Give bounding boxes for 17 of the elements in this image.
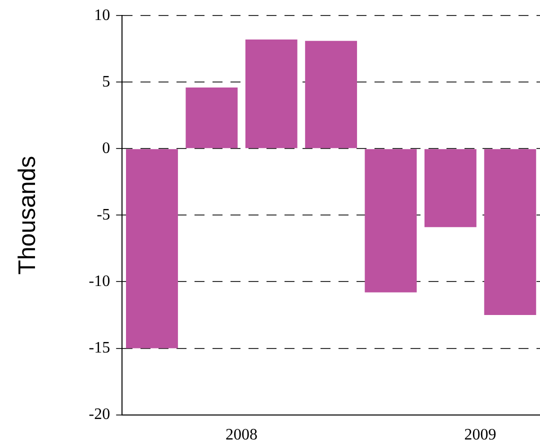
bar: [245, 40, 298, 148]
y-tick-label: -20: [88, 406, 110, 424]
bar: [186, 87, 238, 148]
y-tick-label: 0: [102, 140, 110, 157]
y-tick-label: -15: [88, 339, 110, 356]
bar: [305, 40, 358, 148]
y-tick-label: -10: [88, 272, 110, 290]
bar: [364, 149, 417, 292]
bar: [424, 149, 476, 228]
x-tick-label: 2008: [226, 426, 258, 444]
x-tick-label: 2009: [464, 426, 496, 444]
y-axis-title: Thousands: [14, 156, 42, 275]
bar: [484, 149, 536, 315]
bar: [126, 149, 178, 348]
y-tick-label: 5: [102, 73, 110, 90]
y-tick-label: 10: [94, 6, 110, 24]
y-tick-label: -5: [96, 206, 110, 224]
